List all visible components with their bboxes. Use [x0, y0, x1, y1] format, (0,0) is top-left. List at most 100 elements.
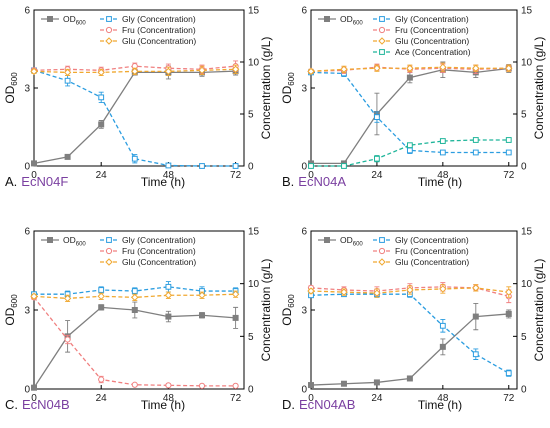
data-point: [307, 67, 315, 76]
legend-label-od: OD600: [63, 235, 86, 248]
series-line: [33, 306, 236, 389]
x-tick-label: 48: [163, 393, 175, 404]
data-point: [232, 382, 239, 389]
data-point: [373, 64, 381, 72]
data-point: [131, 288, 138, 294]
legend-label-fru: Fru (Concentration): [395, 25, 469, 35]
data-point: [164, 67, 173, 76]
legend-label-od-main: OD: [340, 14, 353, 24]
data-point: [131, 293, 139, 302]
data-point: [198, 291, 206, 299]
y-left-axis-label: OD600: [280, 72, 296, 104]
data-point: [308, 163, 314, 169]
data-point: [131, 381, 138, 388]
legend-label-od-sub: 600: [353, 21, 364, 27]
y-left-axis-label-sub: 600: [10, 72, 19, 86]
data-point: [98, 121, 105, 128]
y-left-tick-label: 6: [301, 6, 307, 17]
legend-label-od-sub: 600: [76, 242, 87, 248]
series-glu: [307, 284, 513, 298]
y-left-tick-label: 0: [301, 385, 307, 396]
x-tick-label: 0: [31, 393, 37, 404]
data-point: [374, 155, 380, 162]
data-point: [439, 322, 446, 329]
panel-letter: A.: [5, 174, 17, 189]
x-tick-label: 48: [437, 393, 449, 404]
data-point: [31, 384, 37, 391]
series-od: [31, 65, 239, 167]
series-glu: [307, 62, 513, 76]
x-tick-label: 72: [230, 170, 242, 181]
data-point: [472, 313, 479, 320]
legend-label-gly: Gly (Concentration): [122, 14, 196, 24]
legend-label-glu: Glu (Concentration): [122, 257, 196, 267]
y-left-tick-label: 6: [24, 6, 30, 17]
series-gly: [308, 290, 512, 377]
y-right-tick-label: 5: [248, 332, 254, 343]
legend-label-od: OD600: [63, 14, 86, 27]
legend-marker-gly: [379, 16, 385, 22]
data-point: [308, 382, 314, 389]
legend: OD600 Gly (Concentration)Fru (Concentrati…: [41, 235, 196, 267]
y-left-tick-label: 0: [301, 162, 307, 173]
y-left-axis-label-main: OD: [3, 85, 17, 103]
x-tick-label: 24: [96, 393, 108, 404]
data-point: [232, 163, 239, 169]
data-point: [505, 64, 513, 72]
legend-label-fru: Fru (Concentration): [122, 246, 196, 256]
y-left-tick-label: 3: [301, 84, 307, 95]
data-point: [64, 77, 71, 84]
data-point: [340, 288, 348, 296]
legend-label-od-sub: 600: [353, 242, 364, 248]
y-left-axis-label-main: OD: [280, 307, 294, 325]
data-point: [98, 94, 105, 101]
data-point: [406, 64, 414, 72]
legend-label-fru: Fru (Concentration): [395, 246, 469, 256]
legend-label-glu: Glu (Concentration): [395, 257, 469, 267]
data-point: [505, 149, 512, 156]
data-point: [439, 138, 446, 144]
data-point: [472, 137, 479, 143]
y-left-axis-label: OD600: [3, 72, 19, 104]
y-right-tick-label: 15: [248, 227, 260, 238]
data-point: [199, 163, 205, 169]
legend-marker-fru: [105, 247, 113, 255]
y-right-tick-label: 5: [248, 110, 254, 121]
y-right-axis-label: Concentration (g/L): [259, 37, 273, 140]
data-point: [198, 66, 206, 75]
data-point: [97, 68, 105, 77]
data-point: [472, 351, 479, 358]
data-point: [165, 382, 172, 389]
data-point: [64, 153, 71, 160]
y-left-axis-label-main: OD: [280, 85, 294, 103]
y-right-tick-label: 0: [248, 385, 254, 396]
data-point: [131, 155, 138, 162]
y-right-tick-label: 10: [521, 279, 533, 290]
panel-letter: B.: [282, 174, 294, 189]
data-point: [505, 310, 512, 317]
y-right-tick-label: 10: [521, 58, 533, 69]
data-point: [30, 67, 38, 76]
x-axis-label: Time (h): [418, 175, 462, 189]
data-point: [341, 163, 347, 169]
data-point: [406, 286, 414, 294]
y-right-tick-label: 15: [521, 6, 533, 17]
legend-marker-od: [47, 16, 53, 22]
series-fru: [30, 294, 239, 389]
data-point: [164, 291, 173, 299]
legend-label-gly: Gly (Concentration): [395, 14, 469, 24]
legend-label-gly: Gly (Concentration): [395, 235, 469, 245]
data-point: [231, 290, 240, 298]
data-point: [63, 294, 72, 303]
y-right-tick-label: 5: [521, 110, 527, 121]
y-right-tick-label: 10: [248, 279, 260, 290]
legend-marker-glu: [378, 37, 386, 45]
x-axis-label: Time (h): [418, 398, 462, 412]
data-point: [98, 376, 105, 383]
data-point: [307, 287, 315, 295]
y-left-tick-label: 3: [24, 306, 30, 317]
data-point: [472, 149, 479, 156]
y-left-axis-label-main: OD: [3, 307, 17, 325]
